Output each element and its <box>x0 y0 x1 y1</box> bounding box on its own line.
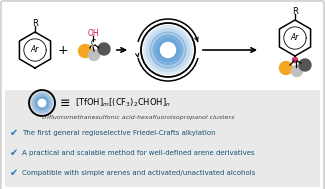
Circle shape <box>88 50 99 60</box>
Circle shape <box>38 99 46 107</box>
Circle shape <box>161 43 176 58</box>
Circle shape <box>280 61 292 74</box>
Text: [TfOH]$_m$[(CF$_3$)$_2$CHOH]$_n$: [TfOH]$_m$[(CF$_3$)$_2$CHOH]$_n$ <box>75 97 171 109</box>
Text: trifluoromethanesulfonic acid-hexafluoroisopropanol clusters: trifluoromethanesulfonic acid-hexafluoro… <box>42 115 234 119</box>
Text: ≡: ≡ <box>60 97 70 109</box>
Text: Compatible with simple arenes and activated/unactivated alcohols: Compatible with simple arenes and activa… <box>22 170 255 176</box>
Text: R: R <box>32 19 38 28</box>
Text: Ar: Ar <box>31 46 39 54</box>
Text: R: R <box>292 6 298 15</box>
Text: ✔: ✔ <box>10 168 18 178</box>
Circle shape <box>98 43 110 55</box>
Text: C: C <box>90 39 96 47</box>
Text: ✔: ✔ <box>10 128 18 138</box>
Circle shape <box>299 59 311 71</box>
Circle shape <box>292 66 303 77</box>
Circle shape <box>292 57 297 63</box>
Circle shape <box>79 44 92 57</box>
Text: OH: OH <box>87 29 99 37</box>
Text: Ar: Ar <box>291 33 299 43</box>
Text: A practical and scalable method for well-defined arene derivatives: A practical and scalable method for well… <box>22 150 254 156</box>
Text: +: + <box>58 43 68 57</box>
FancyBboxPatch shape <box>5 90 320 187</box>
Text: ✔: ✔ <box>10 148 18 158</box>
Text: The first general regioselective Friedel-Crafts alkylation: The first general regioselective Friedel… <box>22 130 215 136</box>
